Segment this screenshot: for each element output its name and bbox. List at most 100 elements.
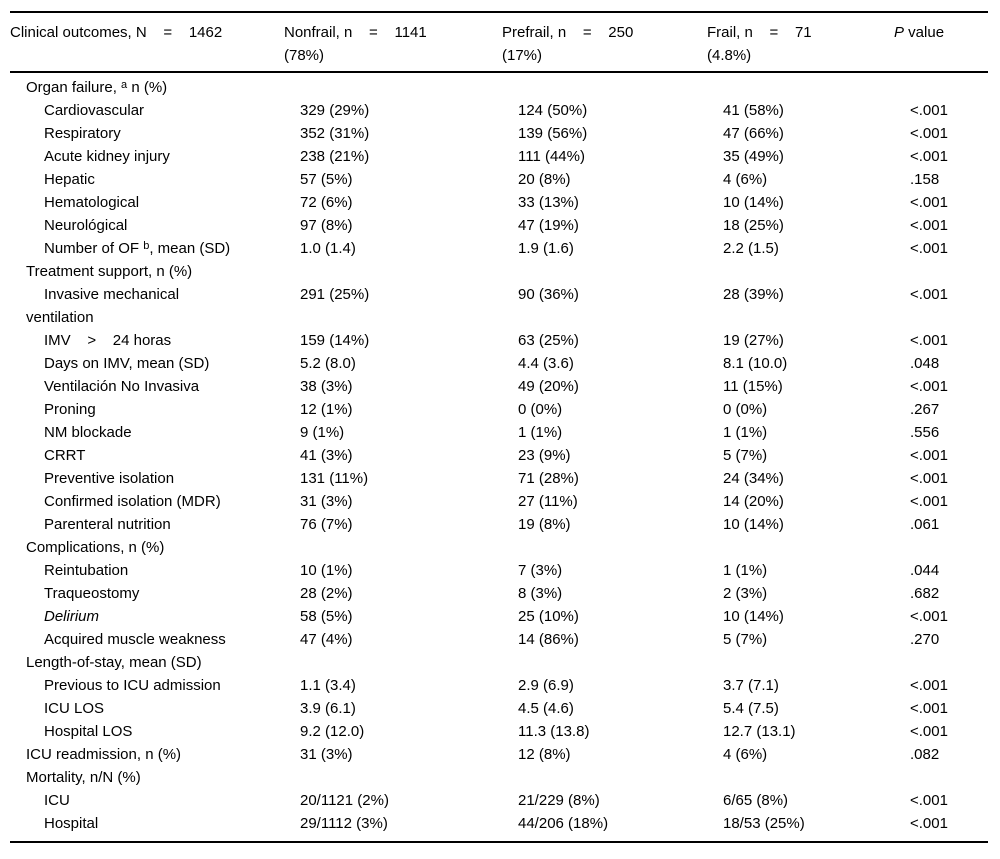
row-label: Preventive isolation — [26, 467, 300, 490]
cell-pvalue: <.001 — [910, 608, 948, 625]
table-row: Cardiovascular 329 (29%) 124 (50%) 41 (5… — [10, 99, 988, 122]
row-label: Acquired muscle weakness — [26, 628, 300, 651]
cell-prefrail: 7 (3%) — [518, 562, 563, 579]
table-row: Invasive mechanical ventilation 291 (25%… — [10, 283, 988, 329]
cell-nonfrail: 29/1112 (3%) — [300, 815, 388, 832]
cell-frail: 8.1 (10.0) — [723, 355, 788, 372]
row-label: Hospital — [26, 812, 300, 835]
cell-pvalue: <.001 — [910, 447, 948, 464]
header-col-prefrail: Prefrail, n = 250 (17%) — [502, 21, 707, 67]
cell-pvalue: .556 — [910, 424, 940, 441]
row-label: Days on IMV, mean (SD) — [26, 352, 300, 375]
cell-frail: 2.2 (1.5) — [723, 240, 779, 257]
cell-pvalue: .061 — [910, 516, 940, 533]
row-label-text: IMV > 24 horas — [44, 332, 172, 349]
table-row: CRRT 41 (3%) 23 (9%) 5 (7%) <.001 — [10, 444, 988, 467]
cell-nonfrail: 31 (3%) — [300, 746, 353, 763]
cell-prefrail: 14 (86%) — [518, 631, 579, 648]
table-row: Preventive isolation 131 (11%) 71 (28%) … — [10, 467, 988, 490]
cell-nonfrail: 291 (25%) — [300, 286, 370, 303]
cell-pvalue: <.001 — [910, 286, 948, 303]
cell-frail: 3.7 (7.1) — [723, 677, 779, 694]
row-label-text: Cardiovascular — [44, 102, 145, 119]
row-label: Delirium — [26, 605, 300, 628]
row-label: Mortality, n/N (%) — [26, 766, 300, 789]
cell-nonfrail: 28 (2%) — [300, 585, 353, 602]
cell-pvalue: <.001 — [910, 470, 948, 487]
row-label-text: Preventive isolation — [44, 470, 175, 487]
row-label: NM blockade — [26, 421, 300, 444]
row-label: Cardiovascular — [26, 99, 300, 122]
cell-nonfrail: 76 (7%) — [300, 516, 353, 533]
cell-frail: 5 (7%) — [723, 447, 768, 464]
table-body: Organ failure, a n (%) Cardiovascular 32… — [10, 73, 988, 841]
cell-nonfrail: 57 (5%) — [300, 171, 353, 188]
cell-frail: 1 (1%) — [723, 562, 768, 579]
cell-frail: 6/65 (8%) — [723, 792, 789, 809]
table-row: Hematological 72 (6%) 33 (13%) 10 (14%) … — [10, 191, 988, 214]
footnote-marker: a — [121, 79, 128, 91]
cell-frail: 1 (1%) — [723, 424, 768, 441]
table-row: ICU readmission, n (%) 31 (3%) 12 (8%) 4… — [10, 743, 988, 766]
header-frail-label: Frail, n = 71 — [707, 24, 812, 41]
row-label-text: Hospital LOS — [44, 723, 133, 740]
cell-pvalue: <.001 — [910, 217, 948, 234]
cell-prefrail: 90 (36%) — [518, 286, 579, 303]
table-row: Previous to ICU admission 1.1 (3.4) 2.9 … — [10, 674, 988, 697]
row-label-text: Hospital — [44, 815, 99, 832]
row-label: CRRT — [26, 444, 300, 467]
cell-pvalue: .682 — [910, 585, 940, 602]
cell-frail: 35 (49%) — [723, 148, 784, 165]
cell-frail: 11 (15%) — [723, 378, 783, 395]
row-label-text: Acute kidney injury — [44, 148, 170, 165]
row-label: Parenteral nutrition — [26, 513, 300, 536]
cell-nonfrail: 72 (6%) — [300, 194, 353, 211]
cell-prefrail: 4.5 (4.6) — [518, 700, 574, 717]
row-label-text: Delirium — [44, 608, 100, 625]
cell-frail: 18 (25%) — [723, 217, 784, 234]
cell-nonfrail: 1.0 (1.4) — [300, 240, 356, 257]
cell-prefrail: 71 (28%) — [518, 470, 579, 487]
cell-prefrail: 25 (10%) — [518, 608, 579, 625]
row-label: ICU — [26, 789, 300, 812]
row-label: Traqueostomy — [26, 582, 300, 605]
cell-pvalue: <.001 — [910, 493, 948, 510]
row-label: Length-of-stay, mean (SD) — [26, 651, 300, 674]
cell-prefrail: 1 (1%) — [518, 424, 563, 441]
pvalue-p-italic: P — [894, 24, 905, 41]
cell-prefrail: 4.4 (3.6) — [518, 355, 574, 372]
cell-pvalue: .267 — [910, 401, 940, 418]
cell-frail: 0 (0%) — [723, 401, 768, 418]
cell-pvalue: <.001 — [910, 815, 948, 832]
table-row: Parenteral nutrition 76 (7%) 19 (8%) 10 … — [10, 513, 988, 536]
row-label-text: Neurológical — [44, 217, 128, 234]
row-label-text: Ventilación No Invasiva — [44, 378, 200, 395]
cell-prefrail: 63 (25%) — [518, 332, 579, 349]
header-col-frail: Frail, n = 71 (4.8%) — [707, 21, 894, 67]
table-row: Hepatic 57 (5%) 20 (8%) 4 (6%) .158 — [10, 168, 988, 191]
cell-pvalue: <.001 — [910, 332, 948, 349]
table-header-row: Clinical outcomes, N = 1462 Nonfrail, n … — [10, 13, 988, 73]
cell-nonfrail: 5.2 (8.0) — [300, 355, 356, 372]
table-row: Respiratory 352 (31%) 139 (56%) 47 (66%)… — [10, 122, 988, 145]
cell-pvalue: <.001 — [910, 148, 948, 165]
header-nonfrail-label: Nonfrail, n = 1141 — [284, 24, 427, 41]
row-label-text: Length-of-stay, mean (SD) — [26, 654, 202, 671]
cell-nonfrail: 20/1121 (2%) — [300, 792, 389, 809]
table-row: Hospital 29/1112 (3%) 44/206 (18%) 18/53… — [10, 812, 988, 835]
row-label-text: ICU LOS — [44, 700, 105, 717]
cell-nonfrail: 47 (4%) — [300, 631, 353, 648]
cell-nonfrail: 238 (21%) — [300, 148, 370, 165]
cell-prefrail: 49 (20%) — [518, 378, 579, 395]
row-label: Previous to ICU admission — [26, 674, 300, 697]
row-label-text: Proning — [44, 401, 96, 418]
cell-frail: 2 (3%) — [723, 585, 768, 602]
cell-nonfrail: 3.9 (6.1) — [300, 700, 356, 717]
header-clinical-outcomes-label: Clinical outcomes, N = 1462 — [10, 24, 223, 41]
cell-prefrail: 1.9 (1.6) — [518, 240, 574, 257]
row-label: Neurológical — [26, 214, 300, 237]
cell-nonfrail: 352 (31%) — [300, 125, 370, 142]
header-col-pvalue: P value — [894, 21, 988, 44]
row-label-text: Treatment support, n (%) — [26, 263, 193, 280]
table-row: Acute kidney injury 238 (21%) 111 (44%) … — [10, 145, 988, 168]
